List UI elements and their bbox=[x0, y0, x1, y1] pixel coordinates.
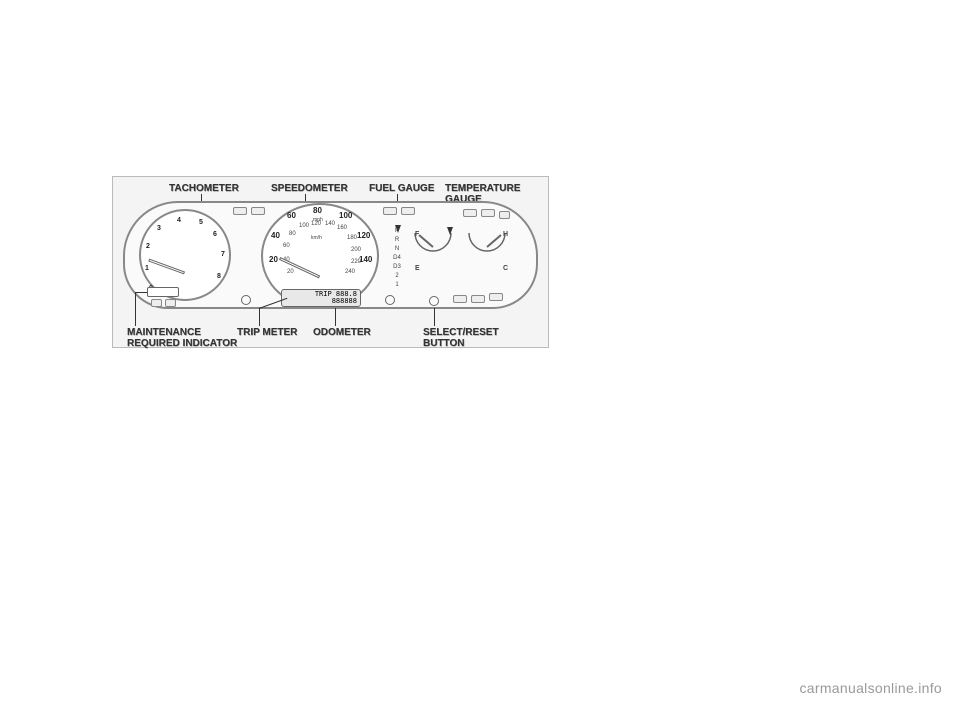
kmh-120: 120 bbox=[311, 221, 321, 227]
watermark-text: carmanualsonline.info bbox=[800, 680, 943, 696]
speedometer-label: SPEEDOMETER bbox=[271, 183, 348, 194]
odometer-readout: 888888 bbox=[285, 298, 357, 305]
leader-line bbox=[135, 292, 136, 326]
tach-3: 3 bbox=[157, 225, 161, 232]
leader-line bbox=[434, 308, 435, 326]
speedo-80: 80 bbox=[313, 206, 322, 215]
kmh-20: 20 bbox=[287, 269, 294, 275]
gear-r: R bbox=[391, 236, 403, 245]
tach-2: 2 bbox=[146, 243, 150, 250]
knob-icon bbox=[385, 295, 395, 305]
kmh-label: km/h bbox=[311, 235, 322, 241]
maintenance-indicator bbox=[147, 287, 179, 297]
odometer-label: ODOMETER bbox=[313, 327, 371, 338]
fuel-empty: E bbox=[415, 265, 420, 272]
indicator-light bbox=[499, 211, 510, 219]
temperature-gauge-label-line1: TEMPERATURE bbox=[445, 183, 520, 194]
tachometer-label: TACHOMETER bbox=[169, 183, 239, 194]
arrowhead-icon bbox=[445, 225, 455, 235]
gear-indicator: P R N D4 D3 2 1 bbox=[391, 227, 403, 290]
fuel-gauge-label: FUEL GAUGE bbox=[369, 183, 434, 194]
knob-icon bbox=[241, 295, 251, 305]
gear-2: 2 bbox=[391, 272, 403, 281]
kmh-180: 180 bbox=[347, 235, 357, 241]
leader-line bbox=[259, 308, 260, 326]
gear-1: 1 bbox=[391, 281, 403, 290]
leader-line bbox=[335, 308, 336, 326]
tach-8: 8 bbox=[217, 273, 221, 280]
kmh-80: 80 bbox=[289, 231, 296, 237]
gear-d4: D4 bbox=[391, 254, 403, 263]
tach-5: 5 bbox=[199, 219, 203, 226]
temp-cold: C bbox=[503, 265, 508, 272]
indicator-light bbox=[481, 209, 495, 217]
tach-1: 1 bbox=[145, 265, 149, 272]
select-reset-button[interactable] bbox=[429, 296, 439, 306]
tach-7: 7 bbox=[221, 251, 225, 258]
speedo-60: 60 bbox=[287, 211, 296, 220]
maintenance-required-label-line1: MAINTENANCE bbox=[127, 327, 201, 338]
arrowhead-icon bbox=[393, 223, 403, 233]
indicator-light bbox=[151, 299, 162, 307]
kmh-200: 200 bbox=[351, 247, 361, 253]
indicator-light bbox=[463, 209, 477, 217]
indicator-light bbox=[401, 207, 415, 215]
speedo-100: 100 bbox=[339, 211, 352, 220]
kmh-140: 140 bbox=[325, 221, 335, 227]
gear-n: N bbox=[391, 245, 403, 254]
gear-d3: D3 bbox=[391, 263, 403, 272]
indicator-light bbox=[251, 207, 265, 215]
tach-6: 6 bbox=[213, 231, 217, 238]
trip-meter-label: TRIP METER bbox=[237, 327, 297, 338]
select-reset-label-line2: BUTTON bbox=[423, 338, 464, 349]
speedo-120: 120 bbox=[357, 231, 370, 240]
indicator-light bbox=[233, 207, 247, 215]
select-reset-label-line1: SELECT/RESET bbox=[423, 327, 499, 338]
temp-hot: H bbox=[503, 231, 508, 238]
kmh-220: 220 bbox=[351, 259, 361, 265]
indicator-light bbox=[383, 207, 397, 215]
lcd-display: TRIP 888.8 888888 bbox=[281, 289, 361, 307]
indicator-light bbox=[489, 293, 503, 301]
tach-4: 4 bbox=[177, 217, 181, 224]
kmh-60: 60 bbox=[283, 243, 290, 249]
maintenance-required-label-line2: REQUIRED INDICATOR bbox=[127, 338, 237, 349]
indicator-light bbox=[471, 295, 485, 303]
kmh-100: 100 bbox=[299, 223, 309, 229]
indicator-light bbox=[165, 299, 176, 307]
speedo-40: 40 bbox=[271, 231, 280, 240]
speedo-20: 20 bbox=[269, 255, 278, 264]
kmh-160: 160 bbox=[337, 225, 347, 231]
indicator-light bbox=[453, 295, 467, 303]
instrument-cluster-diagram: TACHOMETER SPEEDOMETER FUEL GAUGE TEMPER… bbox=[112, 176, 549, 348]
leader-line bbox=[135, 292, 147, 293]
kmh-240: 240 bbox=[345, 269, 355, 275]
fuel-full: F bbox=[415, 231, 419, 238]
